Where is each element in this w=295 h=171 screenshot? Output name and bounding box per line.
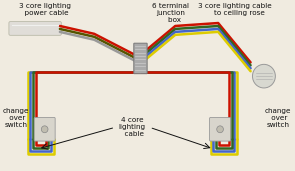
Text: 4 core
lighting
  cable: 4 core lighting cable: [119, 117, 146, 137]
FancyBboxPatch shape: [134, 43, 147, 74]
FancyBboxPatch shape: [34, 117, 55, 141]
Text: 6 terminal
junction
    box: 6 terminal junction box: [152, 3, 189, 23]
Circle shape: [217, 126, 223, 133]
Text: change
 over
switch: change over switch: [3, 108, 29, 128]
FancyBboxPatch shape: [9, 22, 61, 35]
Text: 3 core lighting
  power cable: 3 core lighting power cable: [19, 3, 71, 16]
FancyBboxPatch shape: [209, 117, 231, 141]
Text: 3 core lighting cable
    to ceiling rose: 3 core lighting cable to ceiling rose: [199, 3, 272, 16]
Circle shape: [253, 64, 275, 88]
Circle shape: [41, 126, 48, 133]
Text: change
 over
switch: change over switch: [265, 108, 291, 128]
